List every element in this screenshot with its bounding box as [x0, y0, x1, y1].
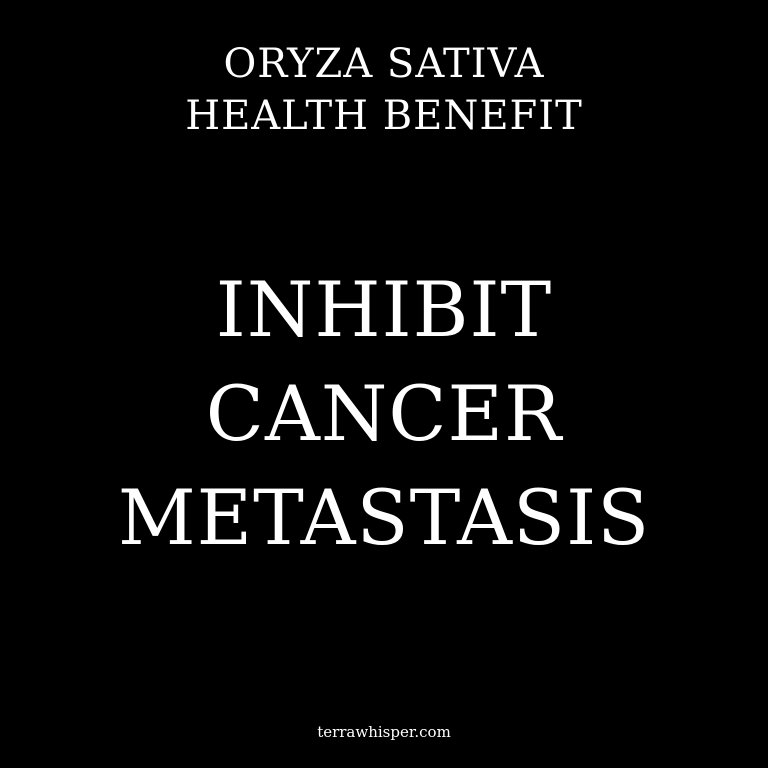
- plant-name: ORYZA SATIVA: [223, 41, 545, 87]
- headline-line-2: CANCER: [205, 369, 563, 458]
- benefit-headline: INHIBIT CANCER METASTASIS: [0, 258, 768, 570]
- headline-line-1: INHIBIT: [215, 265, 553, 354]
- headline-line-3: METASTASIS: [117, 473, 651, 562]
- site-credit: terrawhisper.com: [317, 723, 451, 741]
- header-subtitle: HEALTH BENEFIT: [185, 93, 583, 139]
- header: ORYZA SATIVA HEALTH BENEFIT: [0, 38, 768, 142]
